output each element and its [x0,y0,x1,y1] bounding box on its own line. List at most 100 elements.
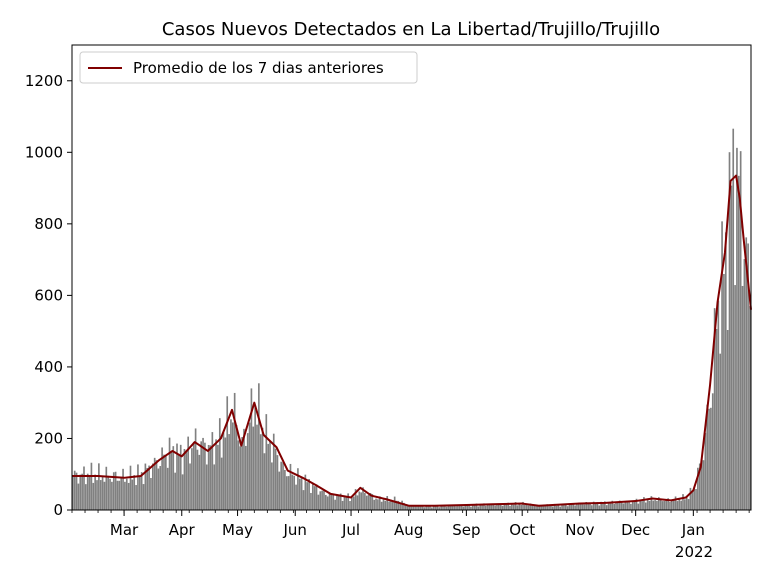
bar [360,492,362,510]
bar [386,496,389,510]
bar [529,503,532,510]
bar [181,474,184,510]
bar [297,468,299,510]
bar [481,504,483,510]
bar [81,473,83,510]
bar [473,504,476,510]
bar [282,462,284,510]
bar [228,434,230,510]
bar [347,493,349,510]
bar [663,500,666,510]
bar [256,424,258,510]
bar [605,505,608,510]
bar [724,232,727,510]
x-tick-label: Jun [283,521,307,539]
bar [150,477,152,510]
x-tick-label: Jul [341,521,360,539]
bar [641,501,643,510]
x-tick-label: Nov [565,521,594,539]
bar [272,433,275,510]
bar [124,481,126,510]
y-tick-label: 1000 [25,143,63,161]
chart-title: Casos Nuevos Detectados en La Libertad/T… [162,19,660,40]
bar [657,497,660,510]
bar [125,478,128,510]
bar [178,454,180,510]
bar [429,506,431,510]
bar [604,501,606,510]
y-tick-label: 600 [34,286,63,304]
x-tick-label: Mar [110,521,139,539]
bar [739,151,742,510]
bar [408,505,411,510]
bar [511,504,513,510]
bar [259,434,262,510]
bar [490,503,493,510]
bar [328,492,331,510]
bar [323,489,325,510]
bar [129,465,132,510]
bar [631,500,634,510]
bar [620,502,623,510]
bar [624,501,627,510]
bar [330,493,333,510]
bar [163,454,165,510]
bar [391,501,394,510]
bar [684,499,686,510]
bar [354,489,357,510]
bar [449,504,452,510]
bar [592,501,595,510]
bar [581,504,584,510]
y-axis: 0 200 400 600 800 1000 1200 [25,72,72,519]
bar [431,507,433,510]
bar [721,221,723,510]
bar [399,503,402,510]
bar [185,451,188,510]
bar [378,496,381,510]
bar [332,494,335,510]
bar [131,479,134,510]
bar [704,432,707,510]
bar [434,506,437,510]
bar [287,476,290,510]
bar [557,505,560,510]
bar [455,506,457,510]
bar [486,505,489,510]
bar [700,459,703,510]
bar [524,504,526,510]
bar [176,443,178,510]
bar [535,506,537,510]
bar [678,499,681,510]
bar [685,497,688,510]
y-tick-label: 1200 [25,72,63,90]
bar [635,498,638,510]
bar [717,300,720,510]
bar [484,505,487,510]
bar [665,499,668,510]
bar [75,472,78,510]
bar [745,237,748,510]
bar [514,502,517,510]
bar [496,504,498,510]
bar [574,505,576,510]
bar [723,273,725,510]
bar [218,418,221,510]
bar [736,147,738,510]
bar [453,505,456,510]
bar [202,437,204,510]
bar [680,500,682,510]
bar [233,392,236,510]
bar [618,500,621,510]
bar [161,447,163,510]
bar [410,505,413,510]
bar [462,506,465,510]
bar [589,503,591,510]
bar [187,436,189,510]
bar [352,496,355,510]
bar [564,504,567,510]
bar [561,503,563,510]
bar [423,507,426,510]
bars-layer [72,128,751,510]
bar [308,479,310,510]
